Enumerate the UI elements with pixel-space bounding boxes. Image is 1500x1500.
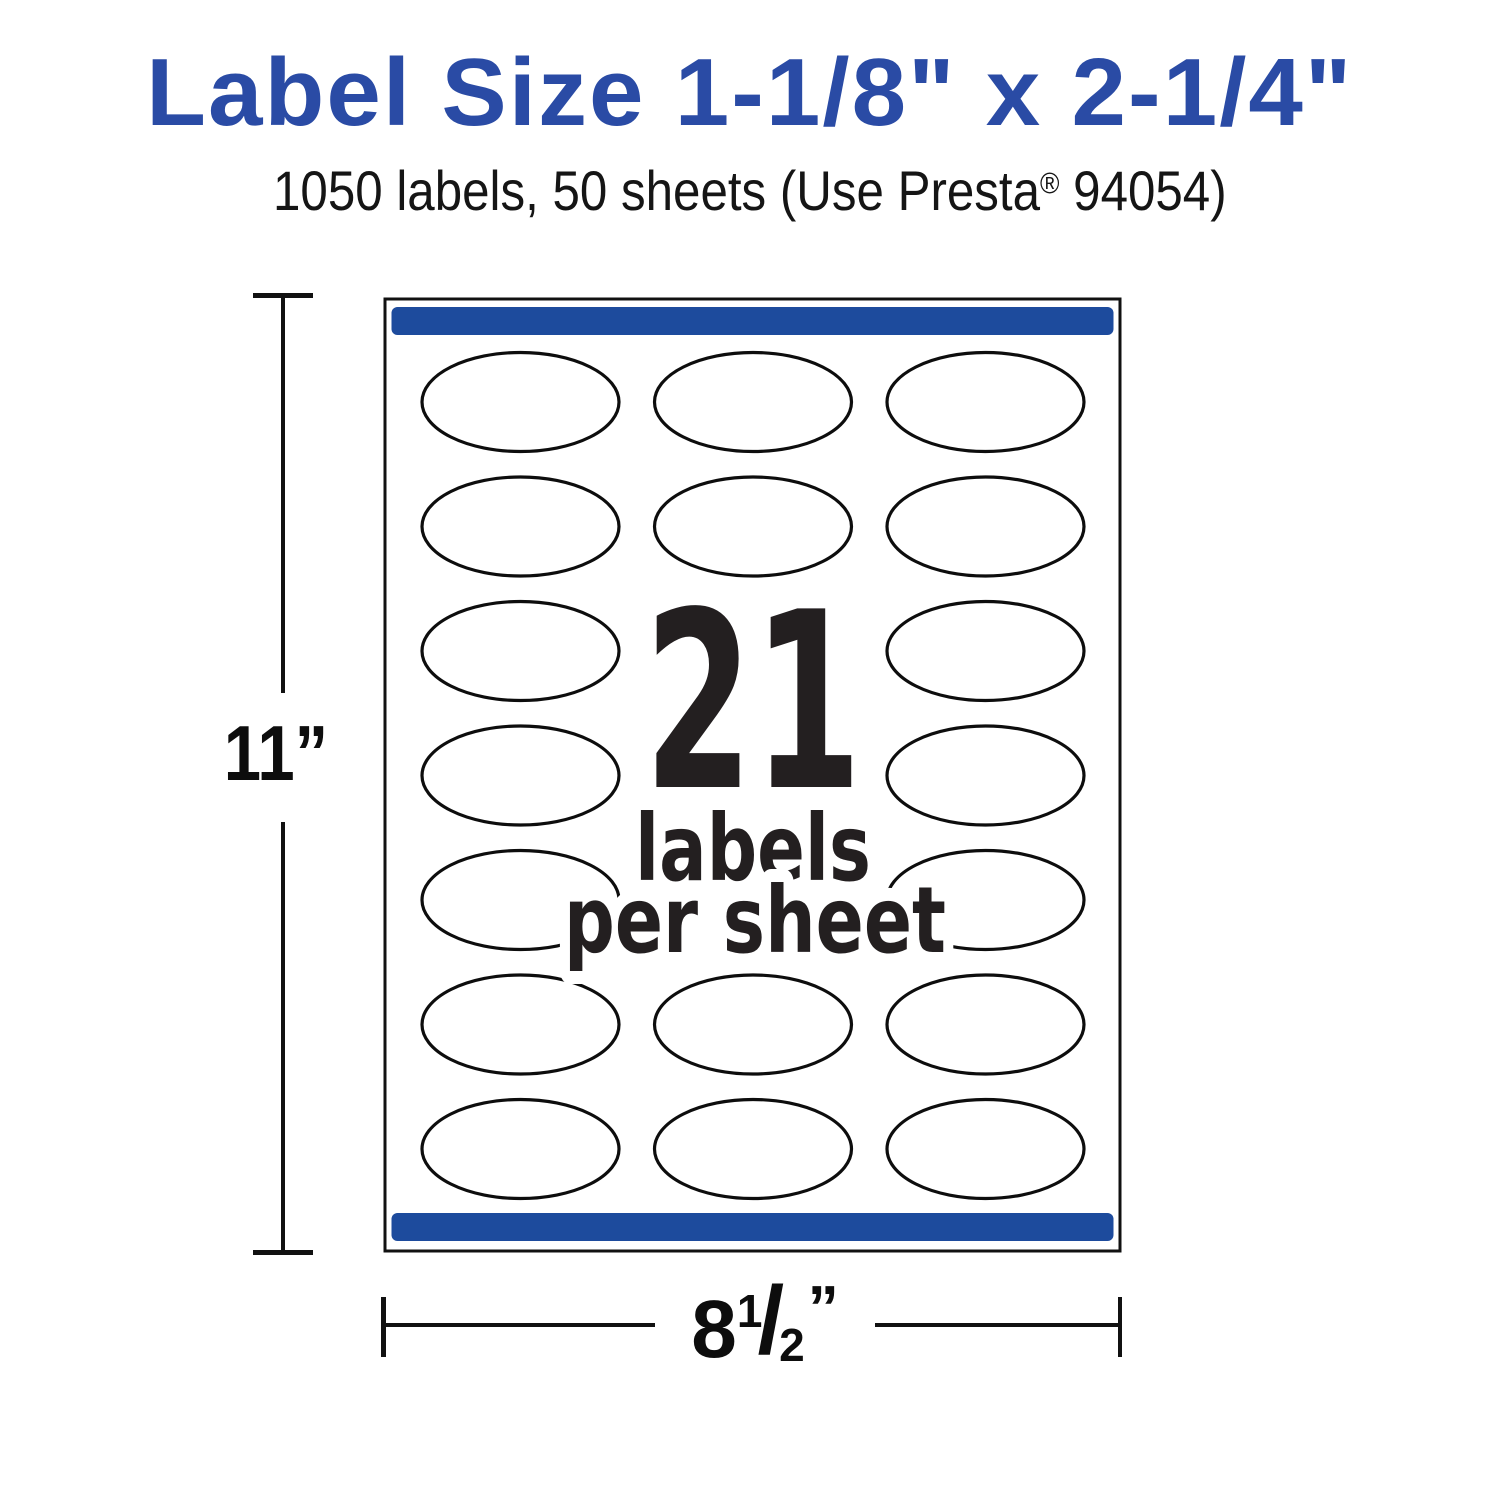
oval-label — [652, 475, 854, 578]
oval-label — [420, 973, 621, 1076]
width-fraction-slash: / — [757, 1267, 785, 1374]
height-dim-line-lower — [280, 822, 286, 1254]
height-dim-bottom-tick — [253, 1250, 313, 1255]
registered-trademark-symbol: ® — [1040, 167, 1060, 201]
oval-label — [885, 848, 1086, 952]
oval-label — [420, 475, 621, 578]
subtitle-prefix: 1050 labels, 50 sheets (Use Presta — [273, 159, 1041, 222]
page-title-text: Label Size 1-1/8" x 2-1/4" — [146, 39, 1354, 146]
width-inch-mark: ” — [807, 1274, 839, 1343]
labels-caption-line1: labels — [635, 795, 871, 902]
page-subtitle-text: 1050 labels, 50 sheets (Use Presta® 9405… — [273, 158, 1227, 223]
labels-count-number: 21 — [644, 560, 862, 845]
oval-label — [885, 724, 1086, 827]
oval-label — [420, 848, 621, 952]
height-dim-line-upper — [280, 293, 286, 693]
label-sheet-diagram: 21 labels per sheet — [383, 297, 1122, 1253]
oval-label — [420, 599, 621, 703]
height-dimension-label: 11” — [223, 708, 329, 797]
width-fraction-numerator: 1 — [736, 1285, 763, 1337]
oval-labels-grid — [420, 350, 1086, 1201]
oval-label — [885, 1097, 1086, 1201]
oval-label — [885, 599, 1086, 703]
width-dim-right-tick — [1117, 1297, 1122, 1357]
subtitle-suffix: 94054) — [1059, 159, 1227, 222]
oval-label — [652, 973, 854, 1076]
page-title: Label Size 1-1/8" x 2-1/4" — [0, 38, 1500, 148]
width-dim-line-right — [875, 1322, 1122, 1328]
oval-label — [652, 350, 854, 454]
oval-label — [420, 724, 621, 827]
oval-label — [885, 350, 1086, 454]
oval-label — [420, 1097, 621, 1201]
oval-label — [885, 475, 1086, 578]
bottom-blue-bar — [391, 1213, 1114, 1241]
width-whole-number: 8 — [691, 1284, 737, 1375]
top-blue-bar — [391, 307, 1114, 335]
page-subtitle: 1050 labels, 50 sheets (Use Presta® 9405… — [0, 158, 1500, 223]
oval-label — [652, 1097, 854, 1201]
width-dimension-label: 81/2” — [691, 1273, 839, 1375]
oval-label — [885, 973, 1086, 1076]
width-dim-line-left — [383, 1322, 655, 1328]
width-fraction-denominator: 2 — [779, 1319, 805, 1371]
labels-caption-line2: per sheet — [564, 867, 946, 974]
oval-label — [420, 350, 621, 454]
